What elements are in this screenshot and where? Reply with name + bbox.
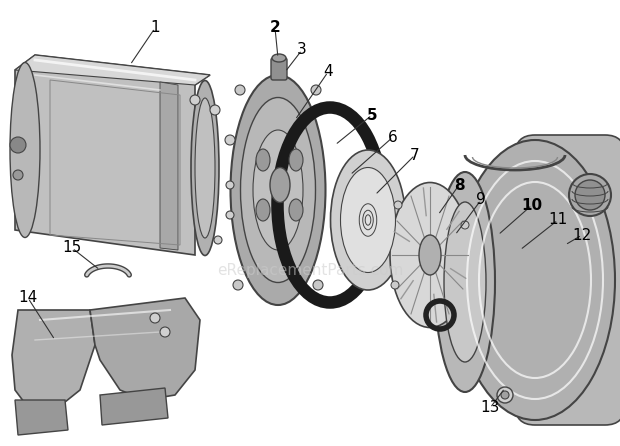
Circle shape bbox=[226, 211, 234, 219]
Circle shape bbox=[10, 137, 26, 153]
Circle shape bbox=[214, 236, 222, 244]
Text: 15: 15 bbox=[63, 240, 82, 256]
Text: 5: 5 bbox=[366, 107, 378, 123]
Ellipse shape bbox=[10, 62, 40, 238]
Ellipse shape bbox=[241, 98, 316, 282]
Ellipse shape bbox=[575, 180, 605, 210]
Ellipse shape bbox=[444, 202, 486, 362]
Circle shape bbox=[160, 327, 170, 337]
Ellipse shape bbox=[272, 54, 286, 62]
Ellipse shape bbox=[256, 199, 270, 221]
Ellipse shape bbox=[289, 199, 303, 221]
Circle shape bbox=[391, 281, 399, 289]
Polygon shape bbox=[12, 310, 95, 410]
Ellipse shape bbox=[195, 98, 215, 238]
Text: 9: 9 bbox=[476, 193, 486, 207]
Text: 3: 3 bbox=[297, 42, 307, 58]
Ellipse shape bbox=[191, 80, 219, 256]
Ellipse shape bbox=[289, 149, 303, 171]
Text: 11: 11 bbox=[548, 212, 568, 227]
Text: 4: 4 bbox=[323, 65, 333, 79]
Text: 12: 12 bbox=[572, 227, 591, 243]
Ellipse shape bbox=[231, 75, 326, 305]
Circle shape bbox=[225, 135, 235, 145]
Ellipse shape bbox=[340, 168, 396, 273]
Circle shape bbox=[311, 85, 321, 95]
Circle shape bbox=[501, 391, 509, 399]
Polygon shape bbox=[90, 298, 200, 400]
FancyBboxPatch shape bbox=[271, 58, 287, 80]
Ellipse shape bbox=[435, 172, 495, 392]
Circle shape bbox=[190, 95, 200, 105]
Text: 2: 2 bbox=[270, 21, 280, 36]
Text: 6: 6 bbox=[388, 129, 398, 145]
Circle shape bbox=[394, 201, 402, 209]
Circle shape bbox=[233, 280, 243, 290]
Circle shape bbox=[210, 105, 220, 115]
Circle shape bbox=[150, 313, 160, 323]
Text: 1: 1 bbox=[150, 21, 160, 36]
FancyBboxPatch shape bbox=[515, 135, 620, 425]
Polygon shape bbox=[100, 388, 168, 425]
Circle shape bbox=[497, 387, 513, 403]
Text: eReplacementParts.com: eReplacementParts.com bbox=[217, 263, 403, 277]
Circle shape bbox=[461, 221, 469, 229]
Ellipse shape bbox=[569, 174, 611, 216]
Polygon shape bbox=[160, 82, 178, 250]
Circle shape bbox=[235, 85, 245, 95]
Polygon shape bbox=[15, 400, 68, 435]
Ellipse shape bbox=[390, 182, 470, 327]
Ellipse shape bbox=[270, 168, 290, 202]
Ellipse shape bbox=[330, 150, 405, 290]
Polygon shape bbox=[15, 55, 210, 85]
Circle shape bbox=[13, 170, 23, 180]
Ellipse shape bbox=[253, 130, 303, 250]
Text: 8: 8 bbox=[454, 178, 464, 193]
Text: 7: 7 bbox=[410, 148, 420, 162]
Circle shape bbox=[226, 181, 234, 189]
Ellipse shape bbox=[256, 149, 270, 171]
Text: 14: 14 bbox=[19, 290, 38, 306]
Ellipse shape bbox=[455, 140, 615, 420]
Circle shape bbox=[313, 280, 323, 290]
Text: 10: 10 bbox=[521, 198, 542, 212]
Polygon shape bbox=[15, 55, 210, 255]
Ellipse shape bbox=[419, 235, 441, 275]
Text: 13: 13 bbox=[480, 401, 500, 416]
